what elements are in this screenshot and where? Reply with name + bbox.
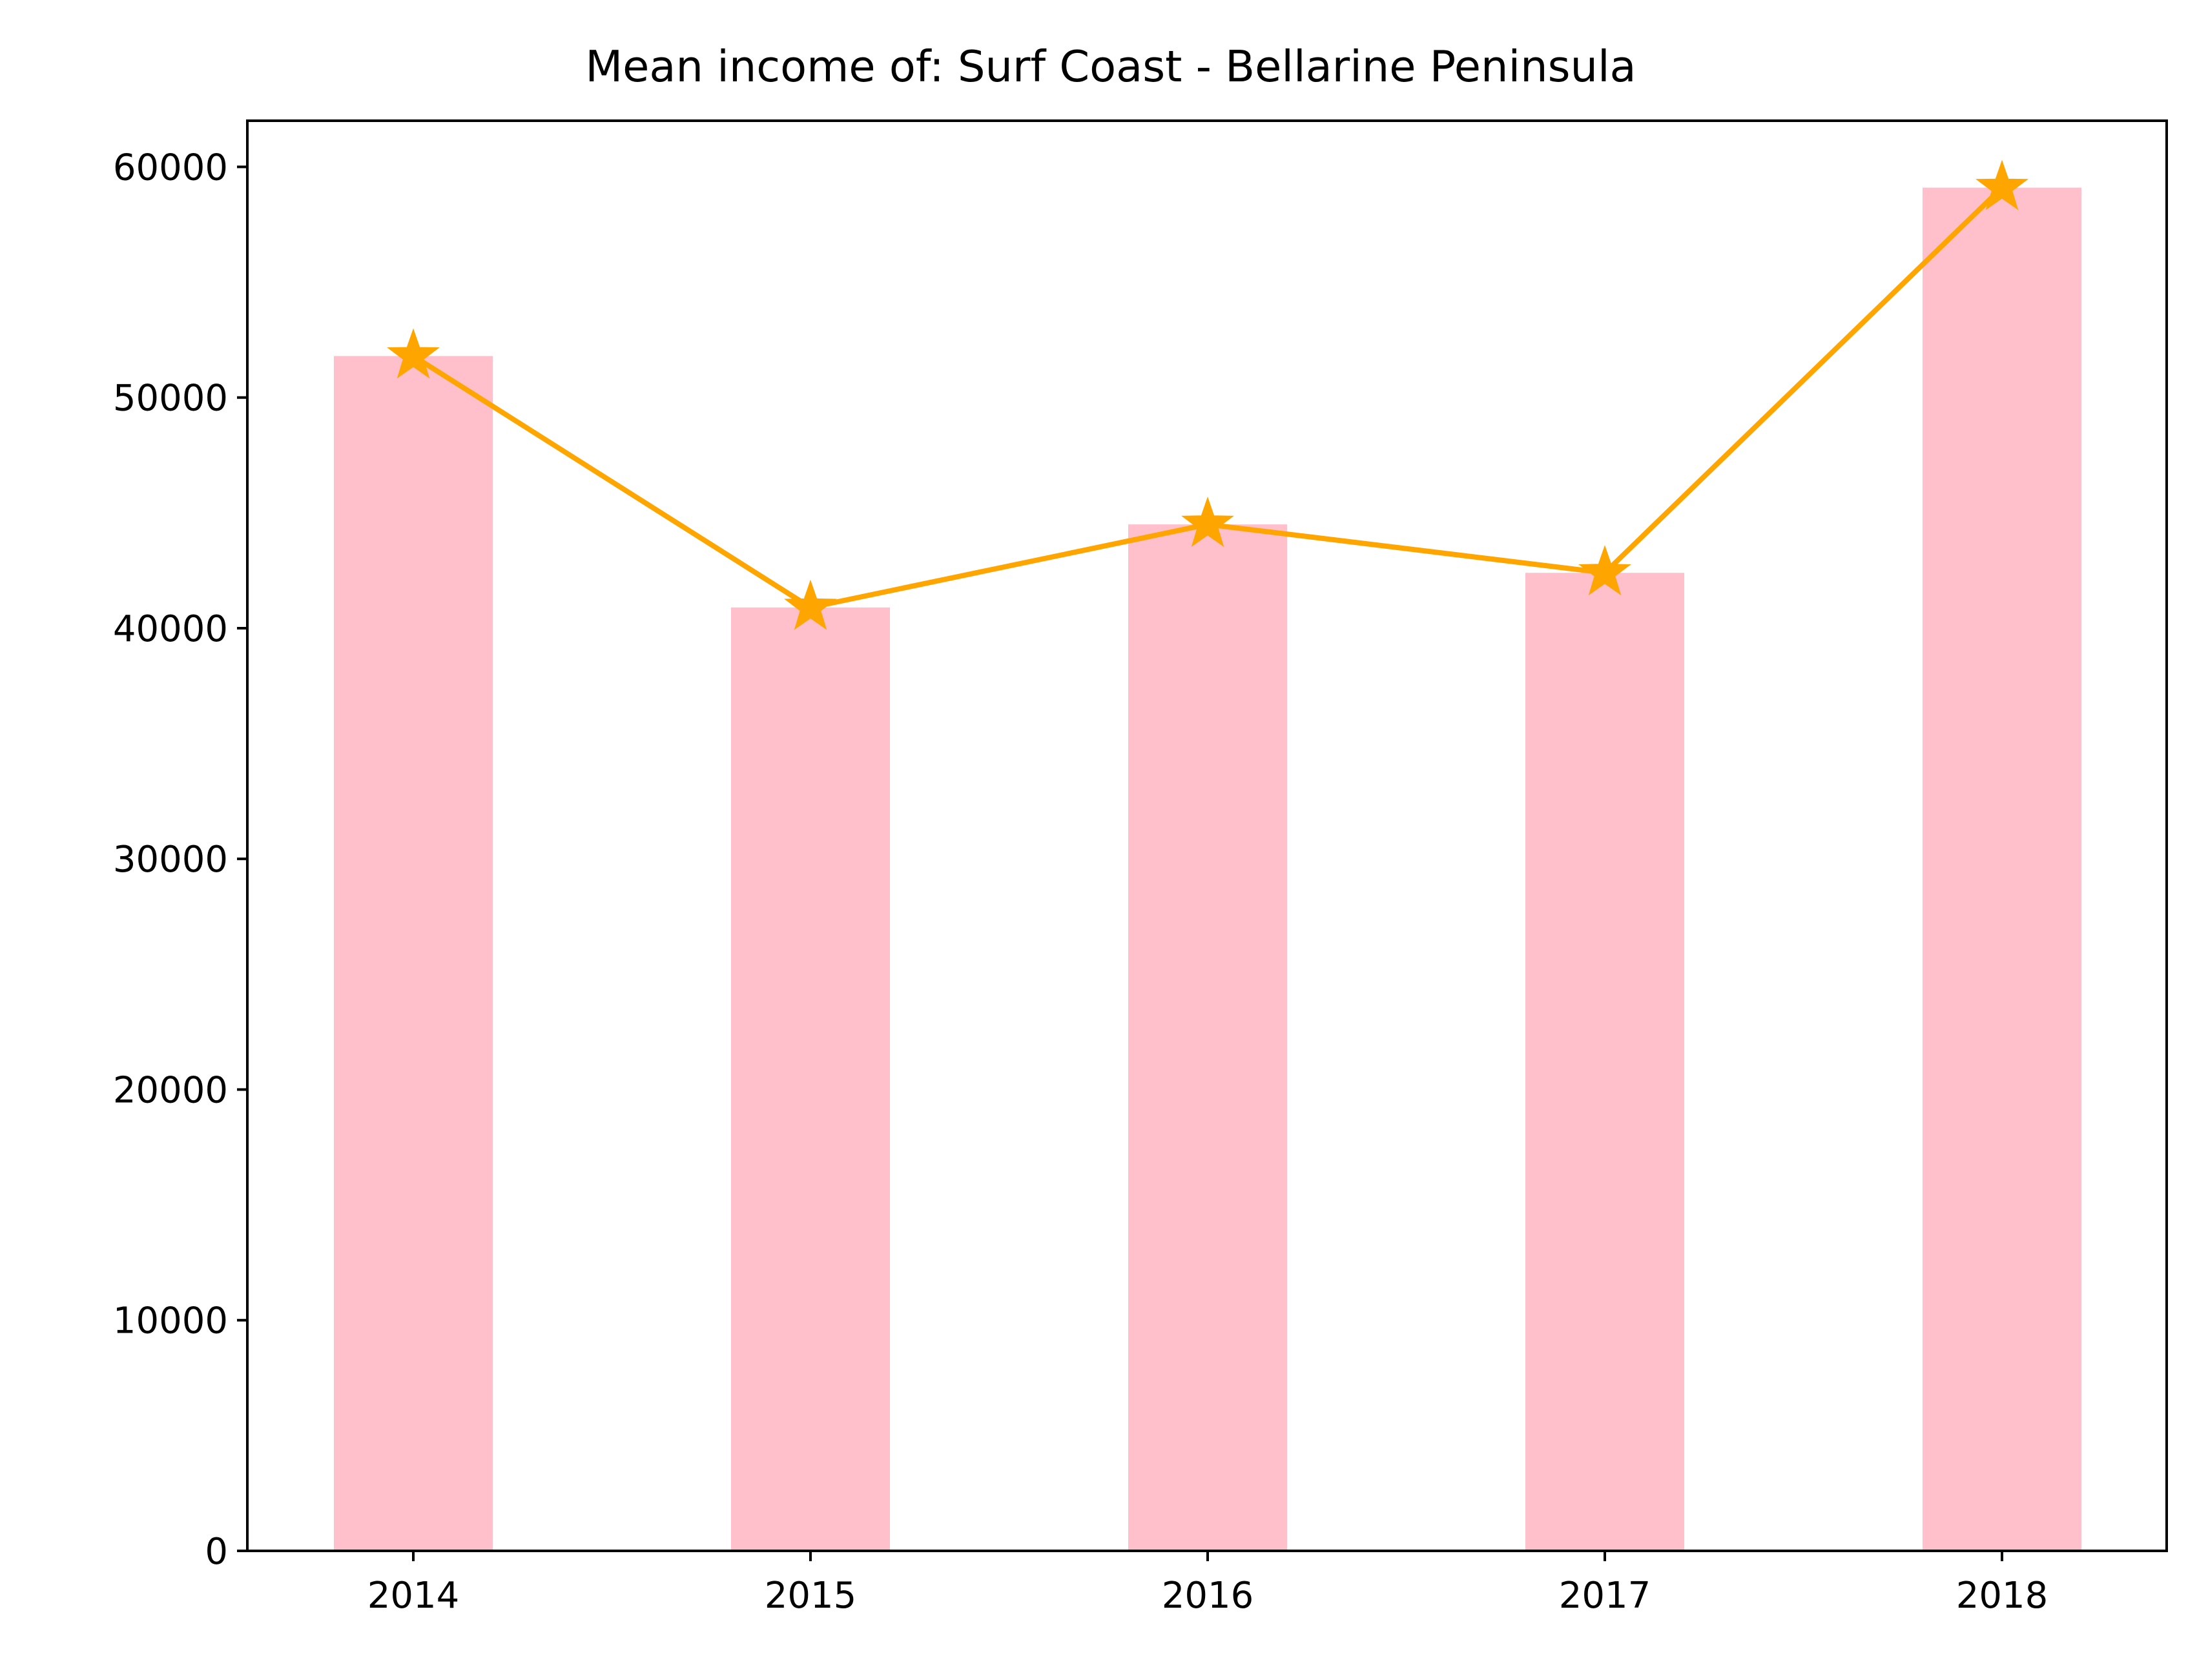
x-tick-label: 2017 <box>1559 1575 1651 1617</box>
point-marker-2016 <box>1181 497 1234 548</box>
x-tick-label: 2018 <box>1956 1575 2048 1617</box>
bar-2017 <box>1525 573 1684 1551</box>
bar-2014 <box>334 356 493 1551</box>
x-tick-label: 2015 <box>765 1575 857 1617</box>
chart-title: Mean income of: Surf Coast - Bellarine P… <box>585 41 1636 92</box>
y-tick-label: 50000 <box>113 378 228 420</box>
y-axis: 0 10000 20000 30000 40000 50000 60000 <box>113 147 247 1573</box>
markers-layer <box>387 159 2028 630</box>
x-axis: 2014 2015 2016 2017 2018 <box>367 1551 2048 1617</box>
bar-2018 <box>1923 187 2081 1552</box>
bar-2015 <box>731 607 890 1552</box>
bar-2016 <box>1128 524 1287 1551</box>
x-tick-label: 2014 <box>367 1575 460 1617</box>
y-tick-label: 20000 <box>113 1069 228 1111</box>
x-tick-label: 2016 <box>1162 1575 1254 1617</box>
y-tick-label: 40000 <box>113 608 228 650</box>
point-marker-2015 <box>784 579 837 630</box>
y-tick-label: 60000 <box>113 147 228 189</box>
bars-layer <box>334 187 2081 1552</box>
y-tick-label: 0 <box>205 1531 228 1573</box>
y-tick-label: 10000 <box>113 1300 228 1342</box>
y-tick-label: 30000 <box>113 839 228 881</box>
point-marker-2014 <box>387 328 440 379</box>
point-marker-2018 <box>1976 159 2028 210</box>
point-marker-2017 <box>1578 545 1631 596</box>
